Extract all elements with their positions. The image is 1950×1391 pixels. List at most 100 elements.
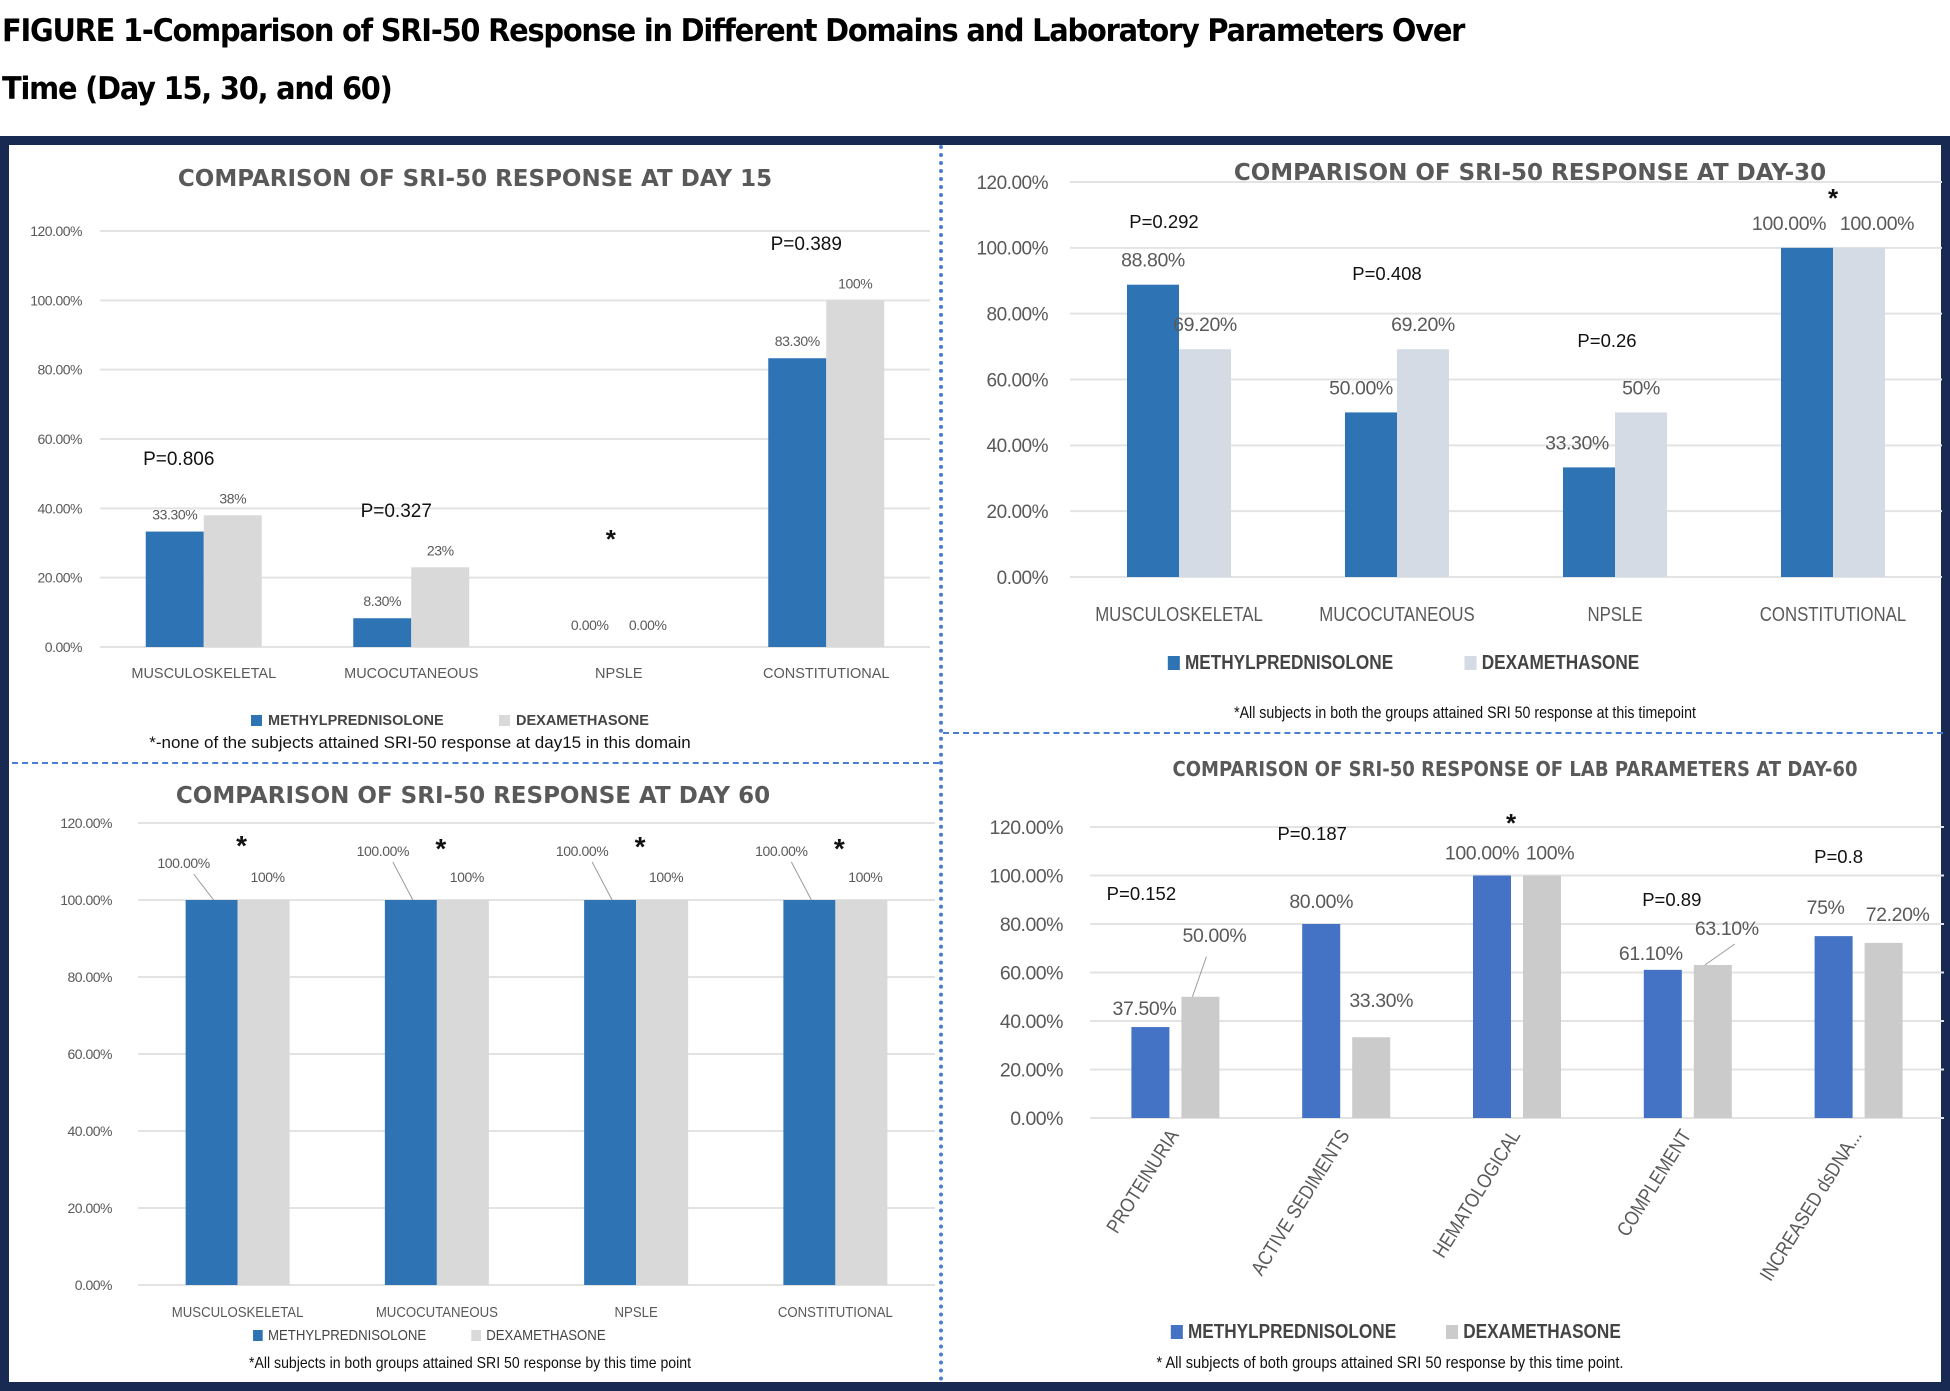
data-label-methylprednisolone: 100.00% <box>1752 213 1826 235</box>
bar-dexamethasone <box>826 300 885 647</box>
data-label-methylprednisolone: 8.30% <box>363 593 401 609</box>
legend-swatch-dexamethasone <box>1446 1325 1459 1339</box>
legend-swatch-methylprednisolone <box>251 715 262 726</box>
bar-dexamethasone <box>237 900 290 1285</box>
y-tick-label: 120.00% <box>60 815 112 831</box>
data-label-dexamethasone: 72.20% <box>1866 904 1930 926</box>
data-label-methylprednisolone: 100.00% <box>755 843 807 859</box>
data-label-dexamethasone: 63.10% <box>1695 918 1759 940</box>
data-label-dexamethasone: 69.20% <box>1391 314 1455 336</box>
data-label-dexamethasone: 100% <box>1526 843 1574 865</box>
bar-methylprednisolone <box>783 900 836 1285</box>
asterisk-annotation: * <box>606 524 617 554</box>
p-value-annotation: P=0.187 <box>1277 823 1346 844</box>
legend-label-methylprednisolone: METHYLPREDNISOLONE <box>268 1326 426 1343</box>
bar-methylprednisolone <box>353 618 412 647</box>
y-tick-label: 60.00% <box>38 431 83 447</box>
y-tick-label: 80.00% <box>68 969 113 985</box>
x-category-label: PROTEINURIA <box>1102 1125 1184 1237</box>
p-value-annotation: P=0.806 <box>143 449 214 470</box>
data-label-dexamethasone: 33.30% <box>1349 990 1413 1012</box>
y-tick-label: 100.00% <box>30 292 82 308</box>
bar-methylprednisolone <box>1563 467 1615 577</box>
p-value-annotation: P=0.292 <box>1129 211 1198 232</box>
bar-dexamethasone <box>1179 349 1231 577</box>
data-label-dexamethasone: 100.00% <box>1840 213 1914 235</box>
y-tick-label: 60.00% <box>68 1046 113 1062</box>
y-tick-label: 120.00% <box>30 223 82 239</box>
bar-methylprednisolone <box>768 358 827 647</box>
chart-day30: COMPARISON OF SRI-50 RESPONSE AT DAY-300… <box>976 160 1942 722</box>
legend-label-dexamethasone: DEXAMETHASONE <box>1482 651 1640 674</box>
x-category-label: MUSCULOSKELETAL <box>172 1303 304 1320</box>
legend-label-dexamethasone: DEXAMETHASONE <box>516 713 649 729</box>
bar-dexamethasone <box>436 900 489 1285</box>
bar-methylprednisolone <box>1131 1027 1170 1118</box>
data-label-methylprednisolone: 0.00% <box>571 617 609 633</box>
asterisk-annotation: * <box>635 831 646 862</box>
x-category-label: NPSLE <box>595 666 643 682</box>
bar-methylprednisolone <box>584 900 637 1285</box>
data-label-methylprednisolone: 33.30% <box>1545 432 1609 454</box>
x-category-label: COMPLEMENT <box>1612 1125 1695 1240</box>
bar-methylprednisolone <box>1643 969 1682 1118</box>
bar-dexamethasone <box>1181 996 1220 1118</box>
p-value-annotation: P=0.389 <box>771 234 842 255</box>
chart-footnote: *All subjects in both the groups attaine… <box>1234 704 1697 722</box>
legend-label-methylprednisolone: METHYLPREDNISOLONE <box>1188 1320 1396 1343</box>
bar-methylprednisolone <box>1814 936 1853 1118</box>
bar-dexamethasone <box>411 567 470 647</box>
data-label-methylprednisolone: 33.30% <box>152 507 197 523</box>
legend-swatch-methylprednisolone <box>1170 1325 1183 1339</box>
data-label-methylprednisolone: 100.00% <box>556 843 608 859</box>
x-category-label: MUCOCUTANEOUS <box>376 1303 498 1320</box>
data-label-dexamethasone: 50.00% <box>1183 925 1247 947</box>
bar-dexamethasone <box>1693 964 1732 1118</box>
y-tick-label: 40.00% <box>38 500 83 516</box>
bar-dexamethasone <box>203 515 262 647</box>
x-category-label: NPSLE <box>615 1303 658 1320</box>
legend: METHYLPREDNISOLONE DEXAMETHASONE <box>1167 651 1640 674</box>
vertical-divider <box>939 145 943 1382</box>
x-category-label: CONSTITUTIONAL <box>1760 603 1906 626</box>
x-category-label: MUSCULOSKELETAL <box>131 666 276 682</box>
bar-dexamethasone <box>1833 247 1885 578</box>
chart-day60: COMPARISON OF SRI-50 RESPONSE AT DAY 60 0… <box>60 783 935 1372</box>
legend-swatch-dexamethasone <box>1464 656 1477 670</box>
bar-dexamethasone <box>1864 942 1903 1118</box>
bar-dexamethasone <box>835 900 888 1285</box>
data-label-dexamethasone: 100% <box>649 869 683 885</box>
data-label-methylprednisolone: 61.10% <box>1619 943 1683 965</box>
y-tick-label: 40.00% <box>68 1123 113 1139</box>
p-value-annotation: P=0.152 <box>1107 883 1176 904</box>
p-value-annotation: P=0.408 <box>1352 263 1421 284</box>
p-value-annotation: P=0.26 <box>1577 330 1636 351</box>
chart-lab60: COMPARISON OF SRI-50 RESPONSE OF LAB PAR… <box>990 757 1944 1372</box>
bar-methylprednisolone <box>1345 412 1397 577</box>
p-value-annotation: P=0.89 <box>1642 889 1701 910</box>
y-tick-label: 0.00% <box>1010 1108 1063 1130</box>
legend: METHYLPREDNISOLONE DEXAMETHASONE <box>1170 1320 1621 1343</box>
data-label-methylprednisolone: 100.00% <box>157 855 209 871</box>
data-label-dexamethasone: 100% <box>848 869 882 885</box>
bar-dexamethasone <box>1523 875 1561 1118</box>
y-tick-label: 80.00% <box>1000 914 1063 936</box>
legend-label-methylprednisolone: METHYLPREDNISOLONE <box>1185 651 1393 674</box>
chart-title: COMPARISON OF SRI-50 RESPONSE OF LAB PAR… <box>1172 757 1857 781</box>
label-leader-line <box>1704 943 1736 966</box>
asterisk-annotation: * <box>1828 183 1839 213</box>
y-tick-label: 20.00% <box>1000 1060 1063 1082</box>
y-tick-label: 40.00% <box>987 436 1049 457</box>
x-category-label: INCREASED dsDNA... <box>1755 1125 1866 1284</box>
x-category-label: CONSTITUTIONAL <box>778 1303 893 1320</box>
data-label-dexamethasone: 0.00% <box>629 617 667 633</box>
legend-swatch-dexamethasone <box>471 1330 481 1341</box>
legend-swatch-methylprednisolone <box>253 1330 263 1341</box>
bar-methylprednisolone <box>1473 875 1511 1118</box>
y-tick-label: 20.00% <box>38 570 83 586</box>
y-tick-label: 0.00% <box>45 639 82 655</box>
chart-title: COMPARISON OF SRI-50 RESPONSE AT DAY 15 <box>178 166 772 192</box>
legend-swatch-methylprednisolone <box>1167 656 1180 670</box>
right-horizontal-divider <box>943 732 1943 734</box>
